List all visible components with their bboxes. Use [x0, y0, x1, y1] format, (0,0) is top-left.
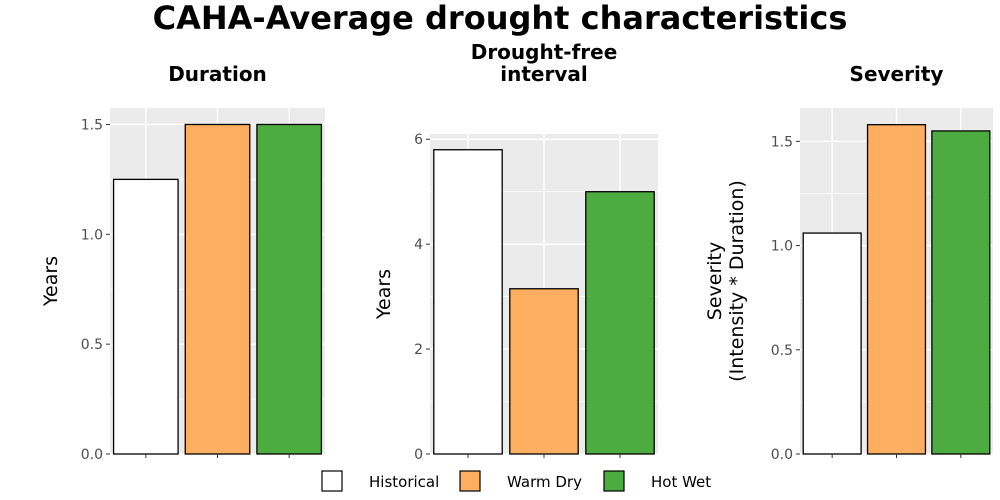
panel-title: Duration — [168, 62, 267, 86]
bar-warm-dry — [509, 288, 579, 455]
y-tick-label: 0.0 — [81, 447, 103, 463]
legend-label-historical: Historical — [369, 473, 439, 491]
y-tick-label: 0.0 — [771, 447, 793, 463]
bar-historical — [112, 178, 179, 455]
panel-title: Severity — [850, 62, 944, 86]
y-tick-label: 1.5 — [771, 134, 793, 150]
bar-historical — [802, 232, 862, 455]
legend-key-warm-dry — [459, 470, 481, 492]
bar-hot-wet — [585, 191, 655, 455]
y-axis-label: Years — [40, 256, 62, 307]
figure-title: CAHA-Average drought characteristics — [153, 0, 848, 37]
legend-key-historical — [321, 470, 343, 492]
y-tick-label: 1.0 — [771, 239, 793, 255]
bar-hot-wet — [931, 130, 991, 455]
y-axis-label-line: Severity — [704, 242, 726, 320]
panel-title: Drought-free interval — [471, 40, 618, 86]
bar-historical — [433, 149, 503, 455]
y-axis-label: Years — [373, 269, 395, 320]
chart-panels: 0.0 0.5 1.0 1.5 Duration Years 0 2 4 6 Drought-fre… — [40, 40, 993, 463]
y-tick-label: 6 — [414, 132, 423, 148]
y-tick-label: 0.5 — [771, 343, 793, 359]
legend: Historical Warm Dry Hot Wet — [321, 470, 711, 492]
y-tick-label: 0 — [414, 447, 423, 463]
panel-2: 0 2 4 6 Drought-free interval Years — [373, 40, 658, 463]
y-tick-label: 1.5 — [81, 117, 103, 133]
y-tick-label: 0.5 — [81, 337, 103, 353]
bar-hot-wet — [256, 123, 323, 455]
legend-label-warm-dry: Warm Dry — [507, 473, 582, 491]
y-tick-label: 1.0 — [81, 227, 103, 243]
y-tick-label: 4 — [414, 237, 423, 253]
legend-label-hot-wet: Hot Wet — [651, 473, 711, 491]
y-tick-label: 2 — [414, 342, 423, 358]
bar-warm-dry — [866, 124, 927, 455]
panel-1: 0.0 0.5 1.0 1.5 Duration Years — [40, 62, 325, 463]
y-axis-label-line: (Intensity * Duration) — [726, 180, 748, 382]
bar-warm-dry — [184, 123, 251, 455]
legend-key-hot-wet — [603, 470, 625, 492]
